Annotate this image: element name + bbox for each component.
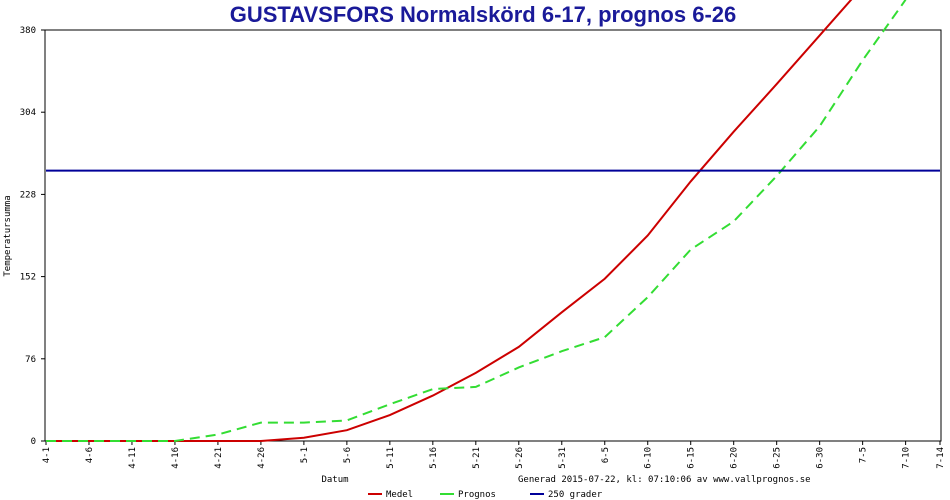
y-tick-label: 0 xyxy=(31,437,36,447)
legend-label: Prognos xyxy=(458,490,496,500)
x-tick-label: 5-1 xyxy=(300,447,310,463)
y-tick-label: 76 xyxy=(25,355,36,365)
plot-frame xyxy=(44,29,942,442)
y-tick-label: 152 xyxy=(20,273,36,283)
x-tick-label: 4-16 xyxy=(171,447,181,469)
x-tick-label: 6-15 xyxy=(687,447,697,469)
y-axis-label: Temperatursumma xyxy=(3,195,13,276)
series-group xyxy=(46,0,940,442)
x-tick-label: 6-30 xyxy=(816,447,826,469)
x-tick-label: 4-26 xyxy=(257,447,267,469)
x-tick-label: 7-5 xyxy=(859,447,869,463)
x-tick-label: 7-10 xyxy=(902,447,912,469)
legend-label: 250 grader xyxy=(548,490,603,500)
y-tick-label: 304 xyxy=(20,108,36,118)
y-tick-label: 380 xyxy=(20,26,36,36)
x-tick-label: 6-25 xyxy=(773,447,783,469)
x-tick-label: 4-6 xyxy=(85,447,95,463)
x-tick-label: 5-16 xyxy=(429,447,439,469)
x-tick-label: 4-21 xyxy=(214,447,224,469)
chart-title: GUSTAVSFORS Normalskörd 6-17, prognos 6-… xyxy=(230,2,737,27)
x-tick-label: 7-14 xyxy=(936,447,946,469)
x-tick-label: 5-31 xyxy=(558,447,568,469)
x-tick-label: 5-11 xyxy=(386,447,396,469)
x-tick-label: 6-5 xyxy=(601,447,611,463)
x-tick-label: 6-20 xyxy=(730,447,740,469)
note: Generad 2015-07-22, kl: 07:10:06 av www.… xyxy=(518,475,811,485)
x-tick-label: 6-10 xyxy=(644,447,654,469)
legend-label: Medel xyxy=(386,490,413,500)
x-tick-label: 4-1 xyxy=(42,447,52,463)
x-axis-label: Datum xyxy=(321,475,348,485)
x-tick-label: 5-6 xyxy=(343,447,353,463)
x-tick-label: 5-21 xyxy=(472,447,482,469)
series-line xyxy=(46,0,907,442)
x-tick-label: 5-26 xyxy=(515,447,525,469)
series-line xyxy=(46,0,853,442)
x-tick-label: 4-11 xyxy=(128,447,138,469)
y-tick-label: 228 xyxy=(20,190,36,200)
